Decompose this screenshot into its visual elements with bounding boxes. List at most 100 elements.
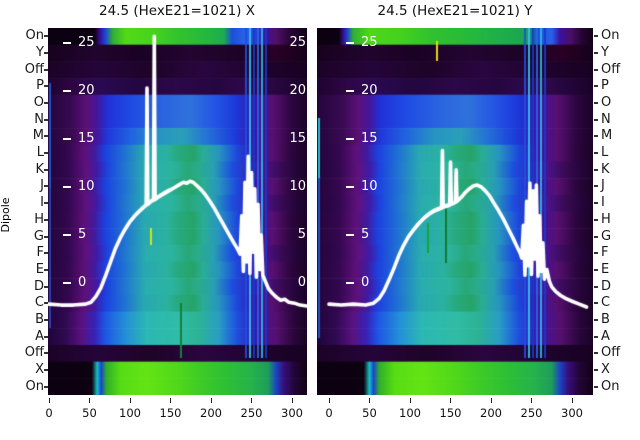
value-tick-dash — [63, 282, 71, 284]
y-axis-tick — [594, 318, 598, 321]
value-tick-text: 20 — [78, 83, 95, 98]
y-axis-tick — [594, 352, 598, 355]
y-axis-label: C — [34, 295, 44, 311]
value-tick-text: 25 — [78, 35, 95, 50]
y-axis-label: J — [601, 178, 605, 194]
y-axis-tick — [44, 285, 48, 288]
value-tick-label: 25 — [346, 35, 378, 51]
x-axis-tick-label: 300 — [281, 406, 303, 420]
value-tick-text: 10 — [361, 179, 378, 194]
y-axis-label: A — [601, 328, 610, 344]
y-axis-label: H — [34, 211, 44, 227]
y-axis-tick — [44, 202, 48, 205]
heatmap-canvas-y — [317, 28, 593, 395]
y-axis-tick — [594, 152, 598, 155]
y-axis-label: O — [601, 95, 612, 111]
value-tick-label-right: 0 — [297, 275, 306, 290]
y-axis-tick — [594, 385, 598, 388]
y-axis-tick — [44, 252, 48, 255]
y-axis-tick — [594, 118, 598, 121]
y-axis-label: Off — [24, 345, 44, 361]
x-axis-tick-mark — [291, 398, 293, 403]
x-axis-tick-mark — [409, 398, 411, 403]
y-axis-label: Off — [601, 345, 621, 361]
value-tick-text: 5 — [361, 227, 370, 242]
y-axis-label: Y — [36, 45, 44, 61]
y-axis-tick — [44, 335, 48, 338]
y-axis-label: C — [601, 295, 611, 311]
y-axis-label: O — [33, 95, 44, 111]
y-axis-tick — [44, 385, 48, 388]
y-axis-label: G — [33, 228, 44, 244]
heatmap-canvas-x — [48, 28, 307, 395]
value-tick-dash — [346, 234, 354, 236]
y-axis-tick — [594, 268, 598, 271]
y-axis-tick — [44, 168, 48, 171]
value-tick-dash — [346, 282, 354, 284]
x-axis-tick-label: 50 — [82, 406, 97, 420]
y-axis-tick — [594, 185, 598, 188]
value-tick-label-right: 15 — [289, 131, 306, 146]
x-axis-tick-mark — [328, 398, 330, 403]
x-axis-tick-mark — [450, 398, 451, 403]
y-axis-label: On — [25, 28, 44, 44]
x-axis-tick-mark — [531, 398, 532, 403]
value-tick-label: 5 — [63, 227, 86, 243]
value-tick-text: 0 — [78, 275, 87, 290]
y-axis-tick — [44, 152, 48, 155]
value-tick-label: 25 — [63, 35, 95, 51]
value-tick-label: 15 — [63, 131, 95, 147]
value-tick-text: 15 — [361, 131, 378, 146]
y-axis-label: K — [35, 161, 44, 177]
y-axis-tick — [44, 102, 48, 105]
y-axis-tick — [594, 68, 598, 71]
y-axis-label: E — [601, 261, 610, 277]
panel-title-y: 24.5 (HexE21=1021) Y — [377, 3, 533, 19]
y-axis-tick — [594, 302, 598, 305]
value-tick-dash — [346, 42, 354, 44]
value-tick-dash — [346, 90, 354, 92]
y-axis-label: B — [35, 311, 44, 327]
x-axis-tick-mark — [129, 398, 131, 403]
y-axis-label: I — [601, 195, 605, 211]
y-axis-label: M — [601, 128, 613, 144]
value-tick-dash — [63, 42, 71, 44]
y-axis-tick — [44, 352, 48, 355]
y-axis-label: B — [601, 311, 610, 327]
value-tick-label-right: 20 — [289, 83, 306, 98]
y-axis-label: X — [601, 361, 610, 377]
value-tick-label-right: 10 — [289, 179, 306, 194]
x-axis-tick-mark — [170, 398, 171, 403]
y-axis-label: D — [33, 278, 44, 294]
value-tick-text: 0 — [361, 275, 370, 290]
y-axis-tick — [44, 302, 48, 305]
x-axis-tick-label: 150 — [159, 406, 182, 420]
y-axis-label: L — [601, 145, 609, 161]
y-axis-label: N — [601, 111, 611, 127]
value-tick-label: 10 — [63, 179, 95, 195]
y-axis-label: K — [601, 161, 610, 177]
y-axis-label: On — [601, 378, 620, 394]
value-tick-label: 10 — [346, 179, 378, 195]
y-axis-label: I — [40, 195, 44, 211]
y-axis-tick — [44, 218, 48, 221]
y-axis-label: F — [36, 245, 44, 261]
y-axis-tick — [594, 52, 598, 55]
y-axis-label: A — [35, 328, 44, 344]
x-axis-tick-mark — [571, 398, 573, 403]
x-axis-tick-label: 50 — [362, 406, 377, 420]
y-axis-tick — [44, 52, 48, 55]
value-tick-text: 25 — [361, 35, 378, 50]
x-axis-tick-label: 0 — [45, 406, 53, 420]
y-axis-tick — [594, 135, 598, 138]
y-axis-label: Off — [24, 61, 44, 77]
x-axis-tick-mark — [369, 398, 370, 403]
x-axis-tick-mark — [210, 398, 212, 403]
value-tick-text: 5 — [78, 227, 87, 242]
value-tick-label: 0 — [346, 275, 369, 291]
x-axis-tick-label: 200 — [200, 406, 222, 420]
value-tick-label: 20 — [63, 83, 95, 99]
value-tick-dash — [63, 186, 71, 188]
value-tick-dash — [63, 90, 71, 92]
